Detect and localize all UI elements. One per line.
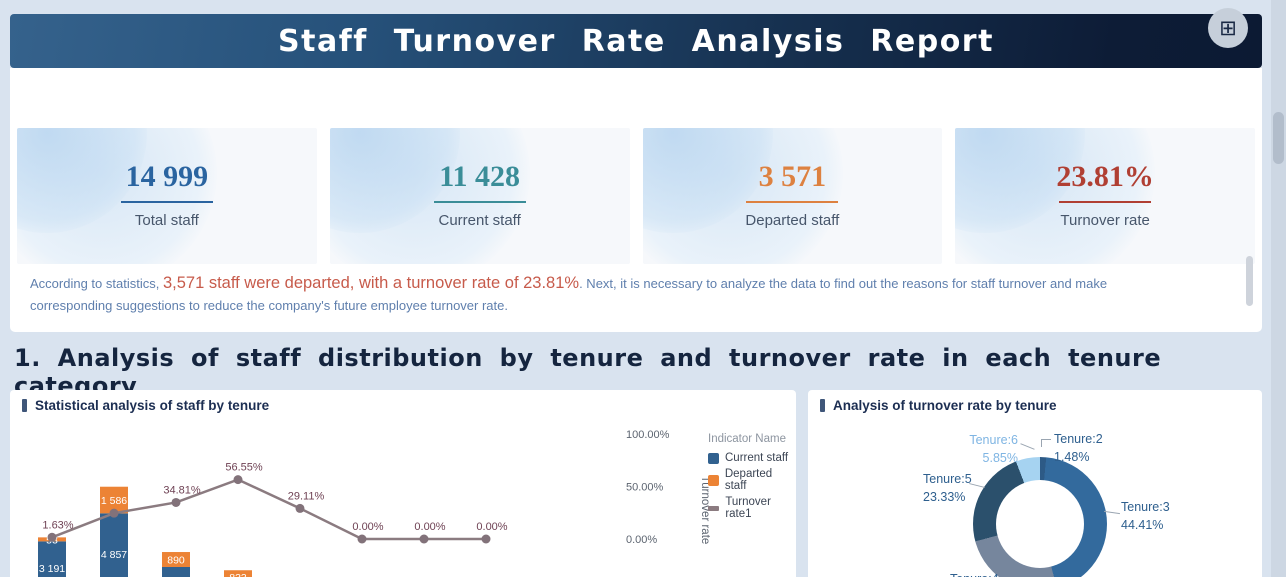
- pie-leader-line: [1020, 443, 1035, 450]
- stat-card-turnover-rate: 23.81% Turnover rate: [955, 128, 1255, 264]
- pie-label-name: Tenure:4: [950, 571, 999, 577]
- summary-panel: 14 999 Total staff 11 428 Current staff …: [10, 68, 1262, 332]
- legend-label: Departed staff: [724, 468, 773, 492]
- summary-intro: According to statistics,: [30, 276, 163, 291]
- legend-item-current-staff[interactable]: Current staff: [708, 452, 796, 464]
- svg-text:0.00%: 0.00%: [414, 521, 445, 533]
- total-staff-value: 14 999: [125, 160, 209, 193]
- page-scrollbar-track[interactable]: [1271, 0, 1286, 577]
- pie-label-tenure-6: Tenure:6 5.85%: [908, 432, 1018, 467]
- svg-text:1 586: 1 586: [101, 495, 127, 507]
- pie-label-name: Tenure:6: [969, 433, 1018, 447]
- bar-chart-panel: Statistical analysis of staff by tenure …: [10, 390, 796, 577]
- summary-tail: . Next, it is necessary to analyze the d…: [30, 276, 1108, 313]
- total-staff-label: Total staff: [134, 212, 199, 229]
- pie-label-tenure-2: Tenure:2 1.48%: [1054, 431, 1103, 466]
- stat-underline: [433, 201, 526, 203]
- panel-scrollbar-thumb[interactable]: [1246, 256, 1253, 306]
- title-marker: [820, 399, 825, 412]
- departed-staff-label: Departed staff: [745, 212, 840, 229]
- pie-label-tenure-3: Tenure:3 44.41%: [1121, 499, 1170, 534]
- turnover-rate-label: Turnover rate: [1060, 212, 1150, 229]
- departed-staff-value: 3 571: [758, 160, 827, 193]
- stat-underline: [120, 201, 213, 203]
- pie-label-pct: 44.41%: [1121, 517, 1164, 532]
- bar-chart-title-row: Statistical analysis of staff by tenure: [22, 398, 269, 413]
- svg-text:50.00%: 50.00%: [626, 482, 664, 494]
- donut-chart-panel: Analysis of turnover rate by tenure Tenu…: [808, 390, 1262, 577]
- svg-text:100.00%: 100.00%: [626, 429, 670, 441]
- svg-text:29.11%: 29.11%: [288, 490, 325, 502]
- svg-text:4 857: 4 857: [101, 549, 127, 561]
- dashboard-grid-button[interactable]: ⊞: [1208, 8, 1248, 48]
- stat-cards-row: 14 999 Total staff 11 428 Current staff …: [17, 128, 1255, 264]
- stat-card-departed-staff: 3 571 Departed staff: [642, 128, 943, 264]
- pie-leader-line: [1104, 510, 1120, 515]
- stat-card-current-staff: 11 428 Current staff: [329, 128, 630, 264]
- current-staff-swatch: [708, 452, 719, 464]
- pie-leader-line: [1041, 439, 1051, 447]
- pie-label-name: Tenure:5: [923, 472, 972, 486]
- svg-text:1.63%: 1.63%: [42, 519, 73, 531]
- section-1-heading: 1. Analysis of staff distribution by ten…: [14, 344, 1162, 400]
- stat-underline: [1059, 201, 1152, 203]
- svg-text:0.00%: 0.00%: [352, 521, 383, 533]
- page-scrollbar-thumb[interactable]: [1273, 112, 1284, 164]
- pie-label-name: Tenure:3: [1121, 500, 1170, 514]
- svg-text:890: 890: [167, 555, 185, 567]
- stat-underline: [746, 201, 839, 203]
- svg-text:0.00%: 0.00%: [476, 521, 507, 533]
- legend-item-departed-staff[interactable]: Departed staff: [708, 468, 796, 492]
- current-staff-value: 11 428: [439, 160, 521, 193]
- pie-label-pct: 5.85%: [982, 450, 1018, 465]
- summary-text: According to statistics, 3,571 staff wer…: [30, 271, 1170, 315]
- pie-label-tenure-5: Tenure:5 23.33%: [923, 471, 972, 506]
- svg-text:Turnover rate: Turnover rate: [699, 476, 711, 545]
- title-marker: [22, 399, 27, 412]
- svg-text:56.55%: 56.55%: [225, 462, 263, 474]
- grid-icon: ⊞: [1219, 16, 1237, 40]
- turnover-rate-swatch: [708, 505, 720, 511]
- pie-label-pct: 1.48%: [1054, 449, 1090, 464]
- page-title: Staff Turnover Rate Analysis Report: [278, 23, 994, 59]
- summary-highlight: 3,571 staff were departed, with a turnov…: [162, 274, 580, 292]
- donut-chart-title: Analysis of turnover rate by tenure: [833, 398, 1057, 413]
- bar-chart-title: Statistical analysis of staff by tenure: [35, 398, 270, 413]
- legend-title: Indicator Name: [708, 433, 786, 445]
- pie-label-tenure-4: Tenure:4: [950, 571, 999, 577]
- donut-chart-title-row: Analysis of turnover rate by tenure: [820, 398, 1057, 413]
- chart-legend: Indicator Name Current staff Departed st…: [708, 433, 796, 524]
- pie-label-pct: 23.33%: [923, 489, 966, 504]
- report-header: Staff Turnover Rate Analysis Report: [10, 14, 1262, 68]
- legend-item-turnover-rate[interactable]: Turnover rate1: [708, 496, 796, 520]
- donut-hole: [996, 480, 1084, 568]
- svg-text:0.00%: 0.00%: [626, 534, 657, 546]
- departed-staff-swatch: [708, 474, 719, 486]
- pie-label-name: Tenure:2: [1054, 432, 1103, 446]
- svg-text:3 191: 3 191: [39, 563, 65, 575]
- svg-text:833: 833: [229, 572, 247, 577]
- legend-label: Turnover rate1: [725, 496, 771, 520]
- svg-text:34.81%: 34.81%: [163, 484, 201, 496]
- legend-label: Current staff: [725, 452, 789, 464]
- current-staff-label: Current staff: [438, 212, 521, 229]
- turnover-rate-value: 23.81%: [1056, 160, 1154, 193]
- stat-card-total-staff: 14 999 Total staff: [17, 128, 317, 264]
